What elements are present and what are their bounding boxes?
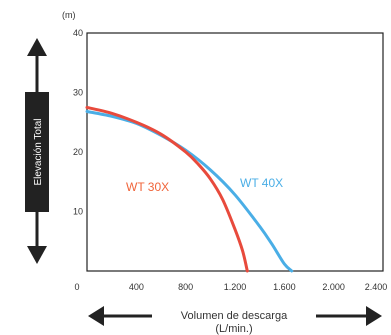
plot-frame (86, 32, 384, 272)
x-tick-label: 1.200 (224, 282, 247, 292)
x-tick-label: 0 (74, 282, 79, 292)
x-axis-arrow (88, 306, 382, 326)
series-lines (85, 105, 294, 273)
series-label-wt30x: WT 30X (126, 180, 169, 194)
x-tick-label: 2.400 (365, 282, 388, 292)
x-tick-label: 400 (129, 282, 144, 292)
y-tick-label: 30 (73, 88, 83, 98)
series-line-wt30x (85, 105, 249, 273)
y-axis-label: Elevación Total (33, 118, 44, 185)
y-tick-labels: 10 20 30 40 (73, 28, 83, 217)
x-tick-labels: 0 400 800 1.200 1.600 2.000 2.400 (74, 282, 387, 292)
y-tick-label: 20 (73, 147, 83, 157)
series-label-wt40x: WT 40X (240, 176, 283, 190)
x-axis-label-line1: Volumen de descarga (181, 310, 288, 322)
x-tick-label: 1.600 (273, 282, 296, 292)
y-tick-label: 10 (73, 207, 83, 217)
y-unit-label: (m) (62, 10, 76, 20)
x-tick-label: 2.000 (322, 282, 345, 292)
x-tick-label: 800 (178, 282, 193, 292)
series-line-wt40x (85, 110, 294, 273)
y-axis-arrow (25, 38, 49, 264)
x-axis-label-line2: (L/min.) (215, 323, 252, 335)
y-tick-label: 40 (73, 28, 83, 38)
